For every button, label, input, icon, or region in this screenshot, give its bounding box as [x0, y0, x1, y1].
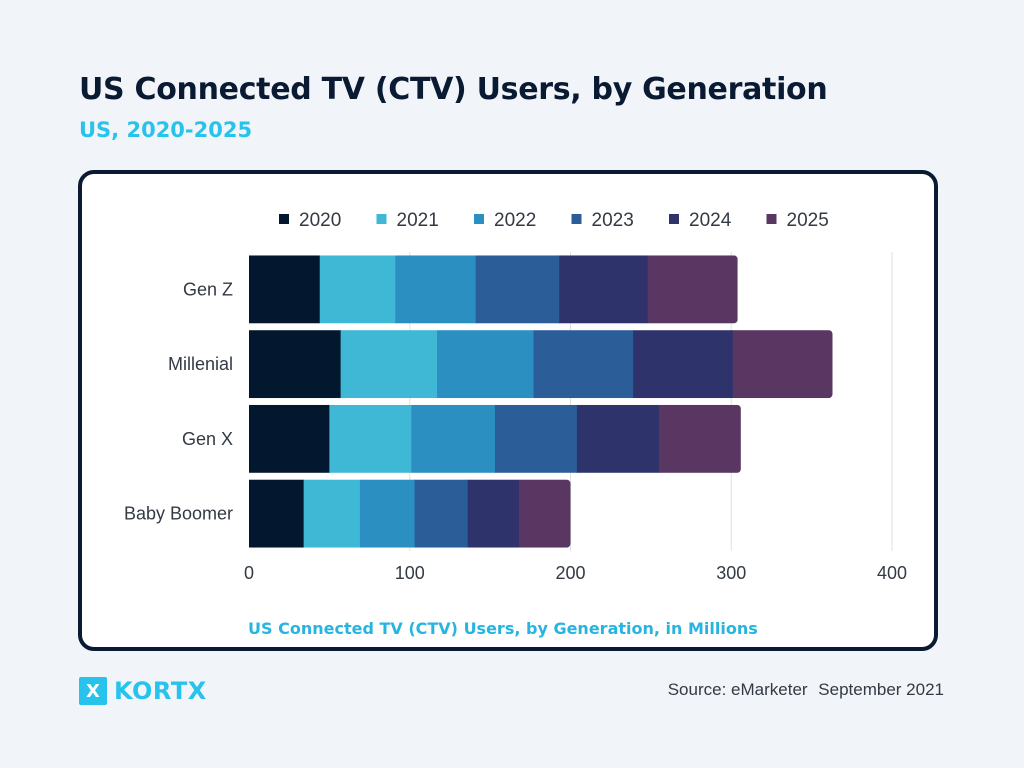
bar-segment: [519, 479, 571, 548]
bar-segment: [732, 330, 833, 399]
legend-swatch: [766, 214, 777, 224]
legend-swatch: [669, 214, 679, 224]
bar-stack: [249, 479, 571, 548]
bar-segment: [303, 479, 361, 548]
legend-swatch: [474, 214, 484, 224]
bar-segment: [319, 255, 396, 324]
brand-name: KORTX: [114, 677, 207, 705]
source-date: September 2021: [818, 680, 944, 699]
legend-swatch: [279, 214, 289, 224]
bar-segment: [249, 255, 321, 324]
bar-segment: [395, 255, 477, 324]
legend-label: 2021: [397, 210, 439, 231]
x-tick-label: 300: [716, 563, 746, 583]
source-label: Source: eMarketer: [667, 680, 808, 699]
bar-stack: [249, 255, 738, 324]
legend-label: 2022: [494, 210, 536, 231]
bar-stack: [249, 330, 833, 399]
x-tick-label: 0: [244, 563, 254, 583]
legend-label: 2025: [787, 210, 829, 231]
legend-label: 2023: [592, 210, 634, 231]
bar-segment: [475, 255, 560, 324]
legend-label: 2020: [299, 210, 341, 231]
bar-segment: [437, 330, 535, 399]
x-axis-label: US Connected TV (CTV) Users, by Generati…: [248, 619, 758, 638]
y-category-label: Gen X: [182, 429, 233, 449]
bar-segment: [340, 330, 438, 399]
bar-stack: [249, 404, 741, 473]
bar-segment: [249, 479, 305, 548]
bar-segment: [249, 404, 330, 473]
y-category-label: Baby Boomer: [124, 504, 233, 524]
source-note: Source: eMarketer September 2021: [668, 680, 944, 700]
bar-segment: [249, 330, 342, 399]
y-category-label: Gen Z: [183, 279, 233, 299]
chart-title: US Connected TV (CTV) Users, by Generati…: [79, 72, 828, 107]
bar-segment: [359, 479, 416, 548]
bar-segment: [533, 330, 634, 399]
legend-swatch: [376, 214, 387, 224]
y-category-label: Millenial: [168, 354, 233, 374]
bar-segment: [576, 404, 660, 473]
brand-logo: X KORTX: [79, 677, 207, 705]
x-tick-label: 100: [395, 563, 425, 583]
bar-segment: [658, 404, 741, 473]
chart-card: [78, 170, 938, 651]
bar-segment: [494, 404, 578, 473]
legend-swatch: [571, 214, 582, 224]
x-tick-label: 400: [877, 563, 907, 583]
bar-segment: [647, 255, 738, 324]
bar-segment: [633, 330, 734, 399]
kortx-logo-icon: X: [79, 677, 107, 705]
bar-segment: [411, 404, 496, 473]
bar-segment: [329, 404, 412, 473]
bar-segment: [559, 255, 649, 324]
legend-label: 2024: [689, 210, 732, 231]
x-tick-label: 200: [555, 563, 585, 583]
bar-segment: [467, 479, 520, 548]
chart-subtitle: US, 2020-2025: [79, 118, 253, 142]
bar-segment: [414, 479, 469, 548]
